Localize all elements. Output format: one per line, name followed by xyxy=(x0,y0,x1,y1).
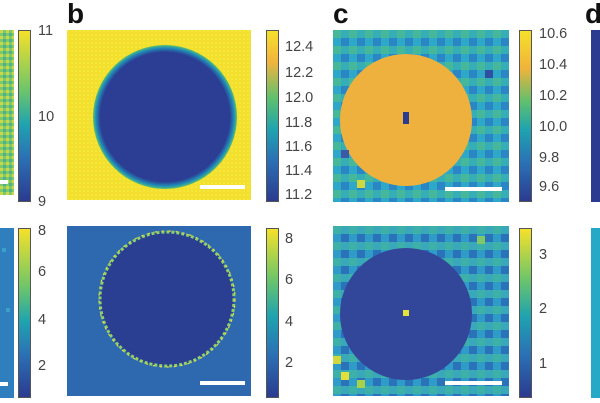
colorbar-b-top xyxy=(266,30,279,202)
colorbar-a-bottom-tick-3: 2 xyxy=(38,358,47,374)
panel-a-bottom-map xyxy=(0,228,14,398)
scale-bar-b-bottom xyxy=(200,381,245,385)
panel-c-bottom-map xyxy=(333,226,509,396)
colorbar-b-top-tick-4: 11.6 xyxy=(285,139,313,155)
colorbar-c-bottom xyxy=(519,228,532,398)
colorbar-a-top xyxy=(18,30,31,202)
colorbar-c-bottom-tick-2: 1 xyxy=(539,356,548,372)
panel-d-bottom-map xyxy=(591,228,600,398)
colorbar-c-top-tick-3: 10.0 xyxy=(539,119,568,135)
colorbar-a-top-tick-0: 11 xyxy=(38,23,54,39)
colorbar-c-top-tick-0: 10.6 xyxy=(539,26,568,42)
colorbar-c-top-tick-4: 9.8 xyxy=(539,150,560,166)
colorbar-b-bottom-tick-0: 8 xyxy=(285,231,294,247)
colorbar-b-top-tick-0: 12.4 xyxy=(285,39,314,55)
colorbar-a-bottom-tick-1: 6 xyxy=(38,264,47,280)
colorbar-b-top-tick-2: 12.0 xyxy=(285,90,314,106)
colorbar-a-bottom-tick-2: 4 xyxy=(38,312,47,328)
panel-c-top-map xyxy=(333,30,509,202)
colorbar-a-top-tick-1: 10 xyxy=(38,109,55,125)
scale-bar-c-top xyxy=(445,187,502,191)
colorbar-b-bottom-tick-2: 4 xyxy=(285,314,294,330)
colorbar-c-bottom-tick-1: 2 xyxy=(539,301,548,317)
colorbar-a-top-tick-2: 9 xyxy=(38,194,47,210)
colorbar-b-top-tick-3: 11.8 xyxy=(285,115,313,131)
colorbar-b-bottom-tick-3: 2 xyxy=(285,355,294,371)
colorbar-c-top xyxy=(519,30,532,202)
panel-b-top-map xyxy=(67,30,251,200)
colorbar-b-bottom-tick-1: 6 xyxy=(285,272,294,288)
colorbar-b-top-tick-6: 11.2 xyxy=(285,187,313,203)
panel-label-d: d xyxy=(585,0,600,29)
scale-bar-b-top xyxy=(200,185,245,189)
colorbar-c-bottom-tick-0: 3 xyxy=(539,247,548,263)
colorbar-a-bottom xyxy=(18,228,31,398)
colorbar-b-top-tick-5: 11.4 xyxy=(285,163,313,179)
panel-d-top-map xyxy=(591,30,600,202)
colorbar-c-top-tick-5: 9.6 xyxy=(539,179,560,195)
colorbar-c-top-tick-1: 10.4 xyxy=(539,57,568,73)
colorbar-b-bottom xyxy=(266,228,279,398)
colorbar-a-bottom-tick-0: 8 xyxy=(38,223,47,239)
panel-a-top-map xyxy=(0,30,14,195)
colorbar-c-top-tick-2: 10.2 xyxy=(539,88,568,104)
scale-bar-c-bottom xyxy=(445,381,502,385)
panel-b-bottom-map xyxy=(67,226,251,396)
panel-label-c: c xyxy=(333,0,349,29)
panel-label-b: b xyxy=(67,0,85,29)
colorbar-b-top-tick-1: 12.2 xyxy=(285,65,314,81)
